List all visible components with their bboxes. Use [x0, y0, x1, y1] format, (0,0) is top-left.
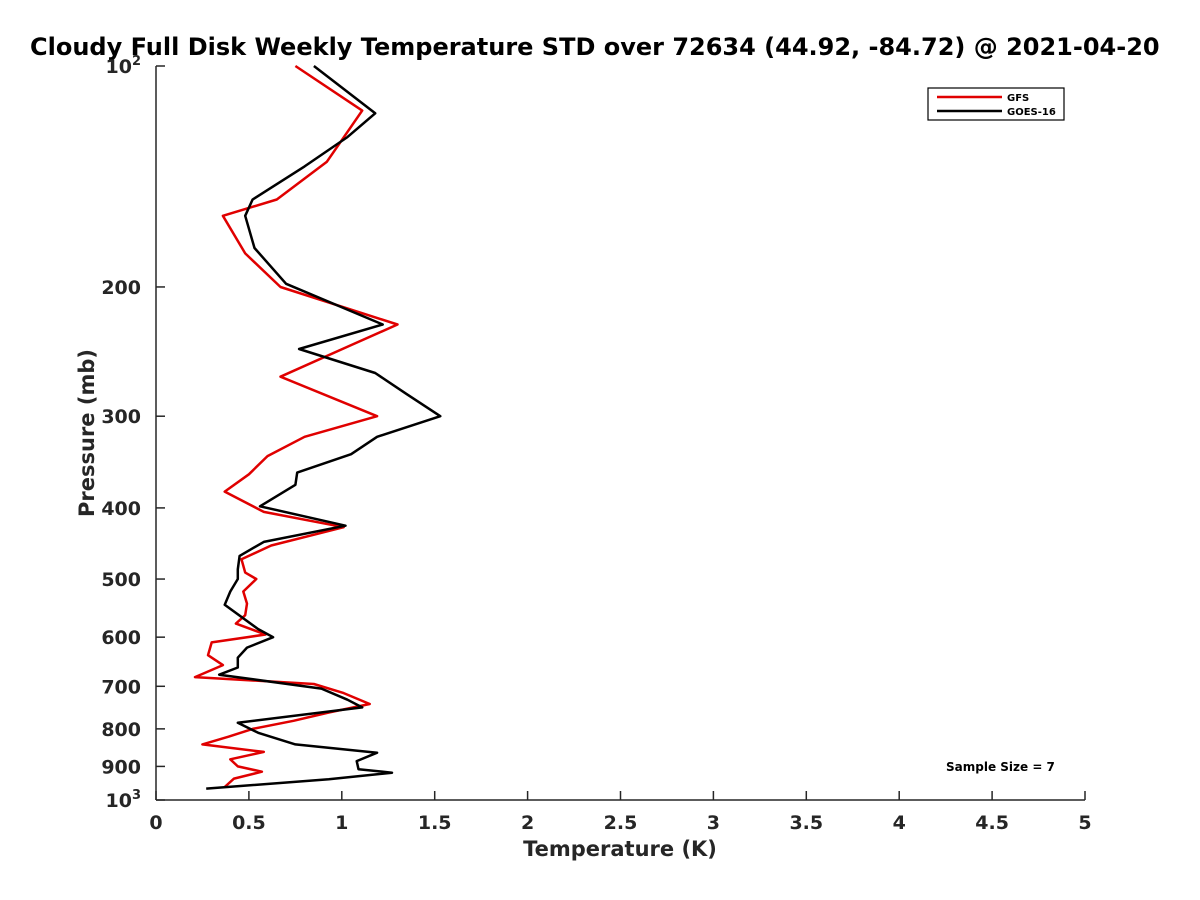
x-tick-label: 1.5	[418, 812, 452, 834]
y-axis-label: Pressure (mb)	[75, 349, 99, 517]
x-tick-label: 2	[521, 812, 534, 834]
x-tick-label: 1	[335, 812, 348, 834]
y-tick-label: 102	[106, 54, 142, 78]
x-tick-label: 4.5	[975, 812, 1009, 834]
x-axis-ticks: 0 0.5 1 1.5 2 2.5 3 3.5 4 4.5 5	[149, 791, 1092, 834]
x-axis-label: Temperature (K)	[523, 837, 717, 861]
legend-label-goes16: GOES-16	[1007, 107, 1056, 118]
x-tick-label: 0.5	[232, 812, 266, 834]
x-tick-label: 2.5	[604, 812, 638, 834]
y-tick-label: 800	[101, 719, 141, 741]
series-line-gfs	[193, 64, 399, 788]
series-layer	[193, 64, 442, 790]
x-tick-label: 3	[707, 812, 720, 834]
y-tick-label: 300	[101, 406, 141, 428]
y-axis-ticks: 102 200 300 400 500 600 700 800 900 103	[101, 54, 165, 812]
y-tick-label: 500	[101, 569, 141, 591]
x-tick-label: 0	[149, 812, 162, 834]
series-line-goes16	[206, 65, 442, 790]
x-tick-label: 3.5	[789, 812, 823, 834]
x-tick-label: 5	[1078, 812, 1091, 834]
y-tick-label: 600	[101, 627, 141, 649]
y-tick-label: 200	[101, 277, 141, 299]
legend-label-gfs: GFS	[1007, 93, 1029, 104]
y-tick-label: 400	[101, 498, 141, 520]
y-tick-label: 900	[101, 756, 141, 778]
legend: GFS GOES-16	[927, 87, 1065, 121]
plot-background	[156, 66, 1085, 800]
sample-size-annotation: Sample Size = 7	[946, 760, 1055, 774]
chart-title: Cloudy Full Disk Weekly Temperature STD …	[30, 33, 1160, 61]
x-tick-label: 4	[893, 812, 906, 834]
y-tick-label: 103	[106, 788, 142, 812]
legend-box	[927, 87, 1065, 121]
y-tick-label: 700	[101, 676, 141, 698]
